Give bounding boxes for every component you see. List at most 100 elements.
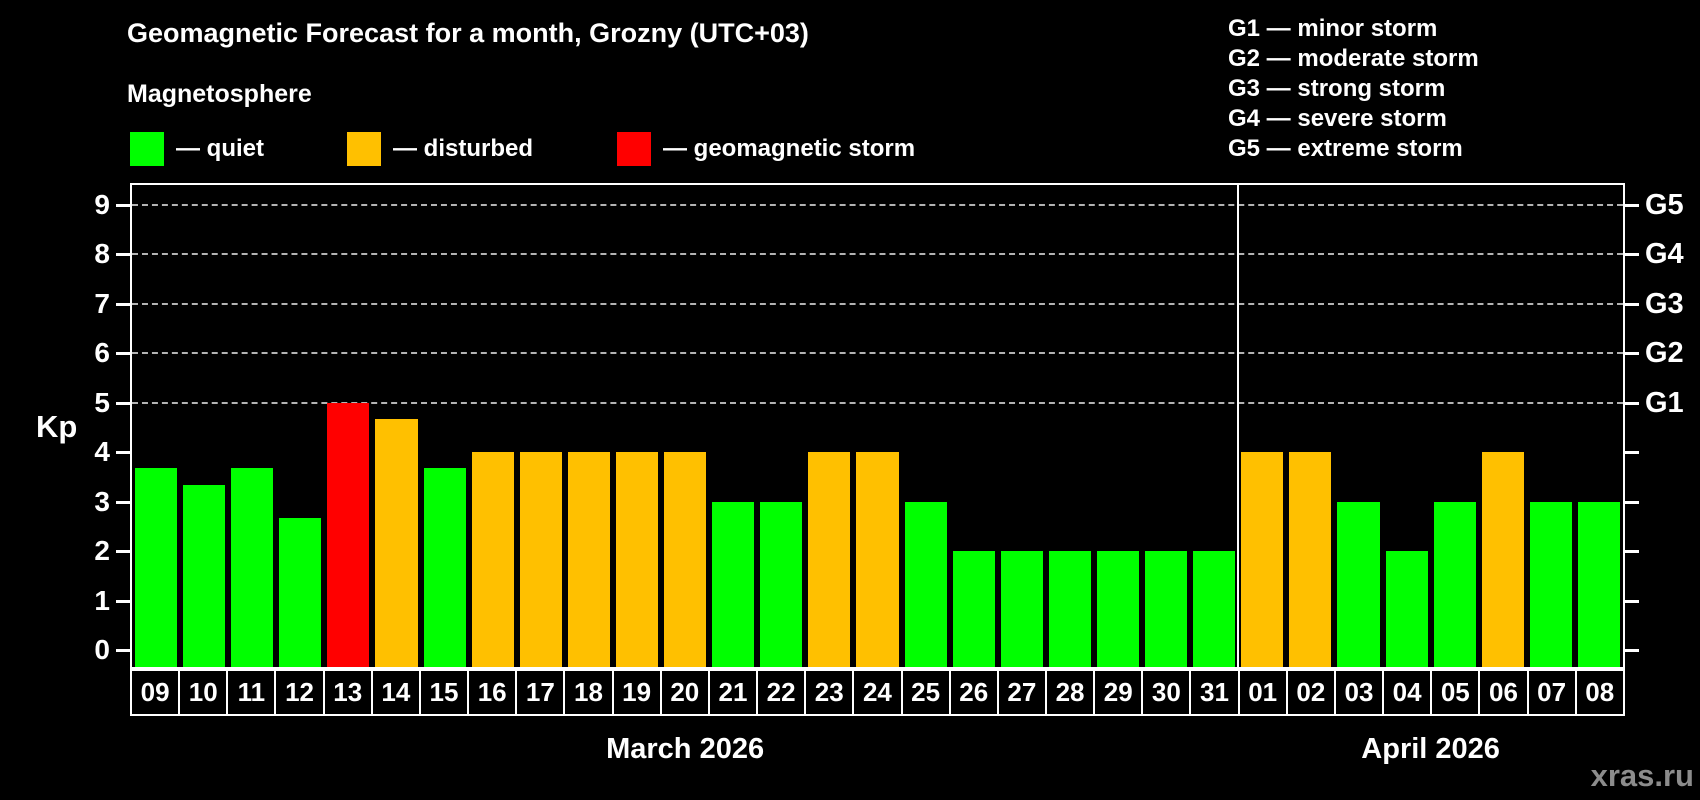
storm-swatch-icon [617, 132, 651, 166]
kp-bar [1337, 501, 1380, 667]
y-axis-tick-left [116, 599, 130, 603]
kp-bar [1289, 452, 1332, 667]
y-axis-tick-left [116, 401, 130, 405]
g-scale-label-g3: G3 [1645, 287, 1684, 320]
day-axis-row: 09 10 11 12 13 14 15 16 17 18 19 20 21 22 23 24 25 26 27 28… [130, 669, 1625, 716]
y-axis-label: 2 [94, 535, 110, 566]
y-axis-label: 1 [94, 584, 110, 616]
y-axis-label: 9 [94, 188, 110, 220]
quiet-swatch-icon [130, 132, 164, 166]
kp-bar [1241, 452, 1284, 667]
kp-bar [1385, 551, 1428, 667]
kp-bar [1145, 551, 1188, 667]
storm-scale-item-g4: G4 — severe storm [1228, 105, 1447, 132]
y-axis-tick-right [1625, 203, 1639, 207]
kp-bar [615, 452, 659, 667]
day-label-cell: 18 [563, 669, 614, 716]
day-label-cell: 02 [1285, 669, 1336, 716]
storm-scale-item-g5: G5 — extreme storm [1228, 135, 1463, 162]
kp-bar [471, 452, 514, 667]
y-axis-tick-left [116, 253, 130, 256]
day-label-cell: 30 [1141, 669, 1192, 716]
kp-bar [952, 551, 995, 667]
day-label-cell: 03 [1333, 669, 1385, 716]
day-label-cell: 06 [1478, 669, 1529, 716]
kp-bar [135, 468, 178, 667]
g-scale-label-g1: G1 [1645, 386, 1684, 419]
day-label-cell: 05 [1430, 669, 1481, 716]
y-axis-tick-right [1625, 302, 1639, 306]
storm-scale-item-g2: G2 — moderate storm [1228, 45, 1479, 72]
g-scale-label-g2: G2 [1645, 337, 1684, 369]
page-title: Geomagnetic Forecast for a month, Grozny… [127, 18, 809, 48]
day-label-cell: 08 [1574, 669, 1625, 716]
month-label-1: April 2026 [1361, 733, 1500, 765]
y-axis-tick-right [1625, 401, 1639, 405]
day-label-cell: 16 [467, 669, 518, 716]
kp-bar [231, 468, 274, 667]
y-axis-label: 4 [94, 436, 110, 467]
day-label-cell: 01 [1237, 669, 1288, 716]
y-axis-tick-right [1625, 352, 1639, 355]
day-label-cell: 20 [659, 669, 710, 716]
kp-bar [567, 452, 610, 667]
storm-scale-item-g1: G1 — minor storm [1228, 15, 1438, 42]
day-label-cell: 15 [418, 669, 470, 716]
day-label-cell: 23 [804, 669, 855, 716]
day-label-cell: 28 [1044, 669, 1096, 716]
y-axis-label: 8 [94, 238, 110, 269]
y-axis-label: 0 [94, 634, 110, 665]
y-axis-tick-left [116, 500, 130, 504]
y-axis-tick-left [116, 352, 130, 355]
y-axis-tick-left [116, 451, 130, 454]
watermark: xras.ru [1590, 758, 1694, 793]
day-label-cell: 24 [852, 669, 903, 716]
day-label-cell: 09 [130, 669, 181, 716]
quiet-legend-label: — quiet [176, 135, 264, 162]
y-axis-tick-left [116, 550, 130, 553]
day-label-cell: 31 [1189, 669, 1240, 716]
y-axis-tick-left [116, 302, 130, 306]
kp-bar [327, 402, 370, 667]
magnetosphere-legend-heading: Magnetosphere [127, 80, 312, 108]
day-label-cell: 13 [322, 669, 373, 716]
storm-scale-legend: G1 — minor storm G2 — moderate storm G3 … [1228, 14, 1479, 164]
gridline-kp7 [132, 302, 1623, 305]
day-label-cell: 19 [611, 669, 662, 716]
kp-bar [808, 452, 851, 667]
y-axis-tick-right [1625, 253, 1639, 256]
plot-area [130, 183, 1625, 669]
y-axis-tick-right [1625, 500, 1639, 504]
gridline-kp9 [132, 203, 1623, 206]
gridline-kp6 [132, 352, 1623, 354]
y-axis-label: 3 [94, 485, 110, 517]
kp-bar [1433, 501, 1476, 667]
kp-bar [664, 452, 707, 667]
gridline-kp5 [132, 401, 1623, 404]
y-axis-tick-right [1625, 451, 1639, 454]
day-label-cell: 07 [1526, 669, 1577, 716]
kp-bar [1481, 452, 1524, 667]
day-label-cell: 29 [1093, 669, 1144, 716]
kp-bar [904, 501, 947, 667]
y-axis-label: 5 [94, 386, 110, 418]
y-axis-label: 7 [94, 287, 110, 319]
disturbed-swatch-icon [347, 132, 381, 166]
kp-bar [519, 452, 562, 667]
kp-bar [1048, 551, 1091, 667]
day-label-cell: 25 [900, 669, 951, 716]
kp-bar [1096, 551, 1140, 667]
kp-bar [423, 468, 466, 667]
day-label-cell: 27 [996, 669, 1047, 716]
kp-bar [279, 517, 322, 667]
gridline-kp8 [132, 253, 1623, 255]
y-axis-tick-right [1625, 649, 1639, 652]
y-axis-tick-left [116, 203, 130, 207]
g-scale-label-g4: G4 [1645, 238, 1684, 270]
day-label-cell: 26 [948, 669, 999, 716]
day-label-cell: 21 [707, 669, 759, 716]
kp-bar [183, 485, 226, 667]
day-label-cell: 22 [756, 669, 807, 716]
day-label-cell: 12 [274, 669, 325, 716]
